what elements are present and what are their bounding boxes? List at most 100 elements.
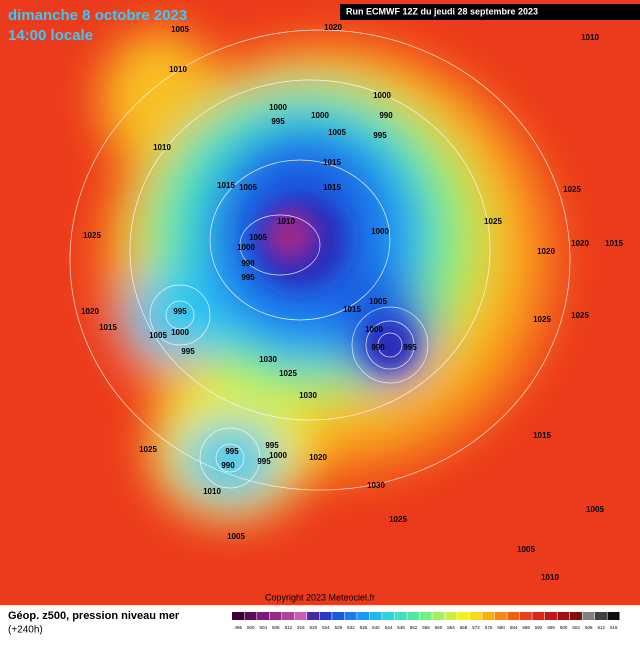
scale-swatch [457, 612, 470, 620]
scale-swatch [269, 612, 282, 620]
pressure-label: 1015 [217, 181, 235, 190]
pressure-label: 1000 [311, 111, 329, 120]
lead-time: (+240h) [8, 625, 43, 636]
pressure-label: 1020 [81, 307, 99, 316]
scale-swatch [544, 612, 557, 620]
pressure-label: 1030 [299, 391, 317, 400]
scale-label: 520 [310, 625, 318, 630]
scale-label: 544 [385, 625, 393, 630]
copyright: Copyright 2023 Meteociel.fr [265, 592, 375, 602]
pressure-label: 1025 [571, 311, 589, 320]
pressure-label: 1015 [323, 158, 341, 167]
scale-swatch [407, 612, 420, 620]
scale-label: 604 [572, 625, 580, 630]
pressure-label: 1025 [389, 515, 407, 524]
scale-swatch [432, 612, 445, 620]
pressure-label: 1005 [517, 545, 535, 554]
pressure-label: 1015 [605, 239, 623, 248]
pressure-label: 1015 [533, 431, 551, 440]
pressure-label: 1025 [83, 231, 101, 240]
scale-swatch [557, 612, 570, 620]
scale-swatch [519, 612, 532, 620]
pressure-label: 995 [181, 347, 195, 356]
scale-label: 524 [322, 625, 330, 630]
scale-swatch [244, 612, 257, 620]
pressure-label: 1000 [373, 91, 391, 100]
pressure-label: 990 [371, 343, 385, 352]
scale-label: 536 [360, 625, 368, 630]
scale-label: 572 [472, 625, 480, 630]
pressure-label: 1010 [277, 217, 295, 226]
pressure-label: 1030 [259, 355, 277, 364]
time: 14:00 locale [8, 27, 93, 44]
pressure-label: 1000 [371, 227, 389, 236]
pressure-label: 1025 [139, 445, 157, 454]
pressure-label: 1000 [237, 243, 255, 252]
scale-label: 532 [347, 625, 355, 630]
pressure-label: 1015 [343, 305, 361, 314]
scale-swatch [419, 612, 432, 620]
pressure-label: 1015 [323, 183, 341, 192]
scale-swatch [232, 612, 245, 620]
pressure-label: 990 [379, 111, 393, 120]
pressure-label: 995 [257, 457, 271, 466]
pressure-label: 1025 [563, 185, 581, 194]
pressure-label: 1020 [309, 453, 327, 462]
scale-swatch [357, 612, 370, 620]
pressure-label: 1010 [203, 487, 221, 496]
pressure-label: 1010 [581, 33, 599, 42]
pressure-label: 995 [173, 307, 187, 316]
pressure-label: 995 [373, 131, 387, 140]
scale-swatch [507, 612, 520, 620]
scale-label: 612 [597, 625, 605, 630]
pressure-label: 1025 [484, 217, 502, 226]
caption: Géop. z500, pression niveau mer [8, 610, 180, 622]
scale-label: 600 [560, 625, 568, 630]
scale-label: 500 [247, 625, 255, 630]
scale-label: 496 [235, 625, 243, 630]
pressure-label: 1005 [227, 532, 245, 541]
pressure-label: 1020 [537, 247, 555, 256]
scale-swatch [594, 612, 607, 620]
scale-label: 528 [335, 625, 343, 630]
scale-swatch [257, 612, 270, 620]
pressure-label: 1020 [324, 23, 342, 32]
scale-swatch [344, 612, 357, 620]
pressure-label: 1010 [541, 573, 559, 582]
run-banner [340, 4, 640, 20]
scale-swatch [332, 612, 345, 620]
pressure-label: 1020 [571, 239, 589, 248]
pressure-label: 1005 [586, 505, 604, 514]
scale-swatch [569, 612, 582, 620]
pressure-label: 990 [221, 461, 235, 470]
scale-swatch [607, 612, 620, 620]
scale-swatch [469, 612, 482, 620]
pressure-label: 1000 [269, 451, 287, 460]
scale-label: 584 [510, 625, 518, 630]
scale-label: 564 [447, 625, 455, 630]
pressure-label: 1005 [369, 297, 387, 306]
scale-label: 556 [422, 625, 430, 630]
pressure-label: 1005 [171, 25, 189, 34]
pressure-label: 1000 [365, 325, 383, 334]
color-scale: 496 500 504 508 512 516 520 524 528 532 536 540 544 5… [232, 612, 620, 630]
scale-label: 540 [372, 625, 380, 630]
scale-swatch [282, 612, 295, 620]
pressure-label: 995 [241, 273, 255, 282]
run-text: Run ECMWF 12Z du jeudi 28 septembre 2023 [346, 6, 538, 16]
footer-bar [0, 605, 640, 640]
scale-swatch [582, 612, 595, 620]
scale-swatch [482, 612, 495, 620]
scale-label: 576 [485, 625, 493, 630]
scale-label: 504 [260, 625, 268, 630]
scale-label: 592 [535, 625, 543, 630]
pressure-label: 995 [265, 441, 279, 450]
pressure-label: 1005 [149, 331, 167, 340]
pressure-label: 1005 [328, 128, 346, 137]
pressure-label: 1025 [279, 369, 297, 378]
scale-label: 508 [272, 625, 280, 630]
pressure-label: 1030 [367, 481, 385, 490]
pressure-label: 1000 [269, 103, 287, 112]
scale-label: 608 [585, 625, 593, 630]
